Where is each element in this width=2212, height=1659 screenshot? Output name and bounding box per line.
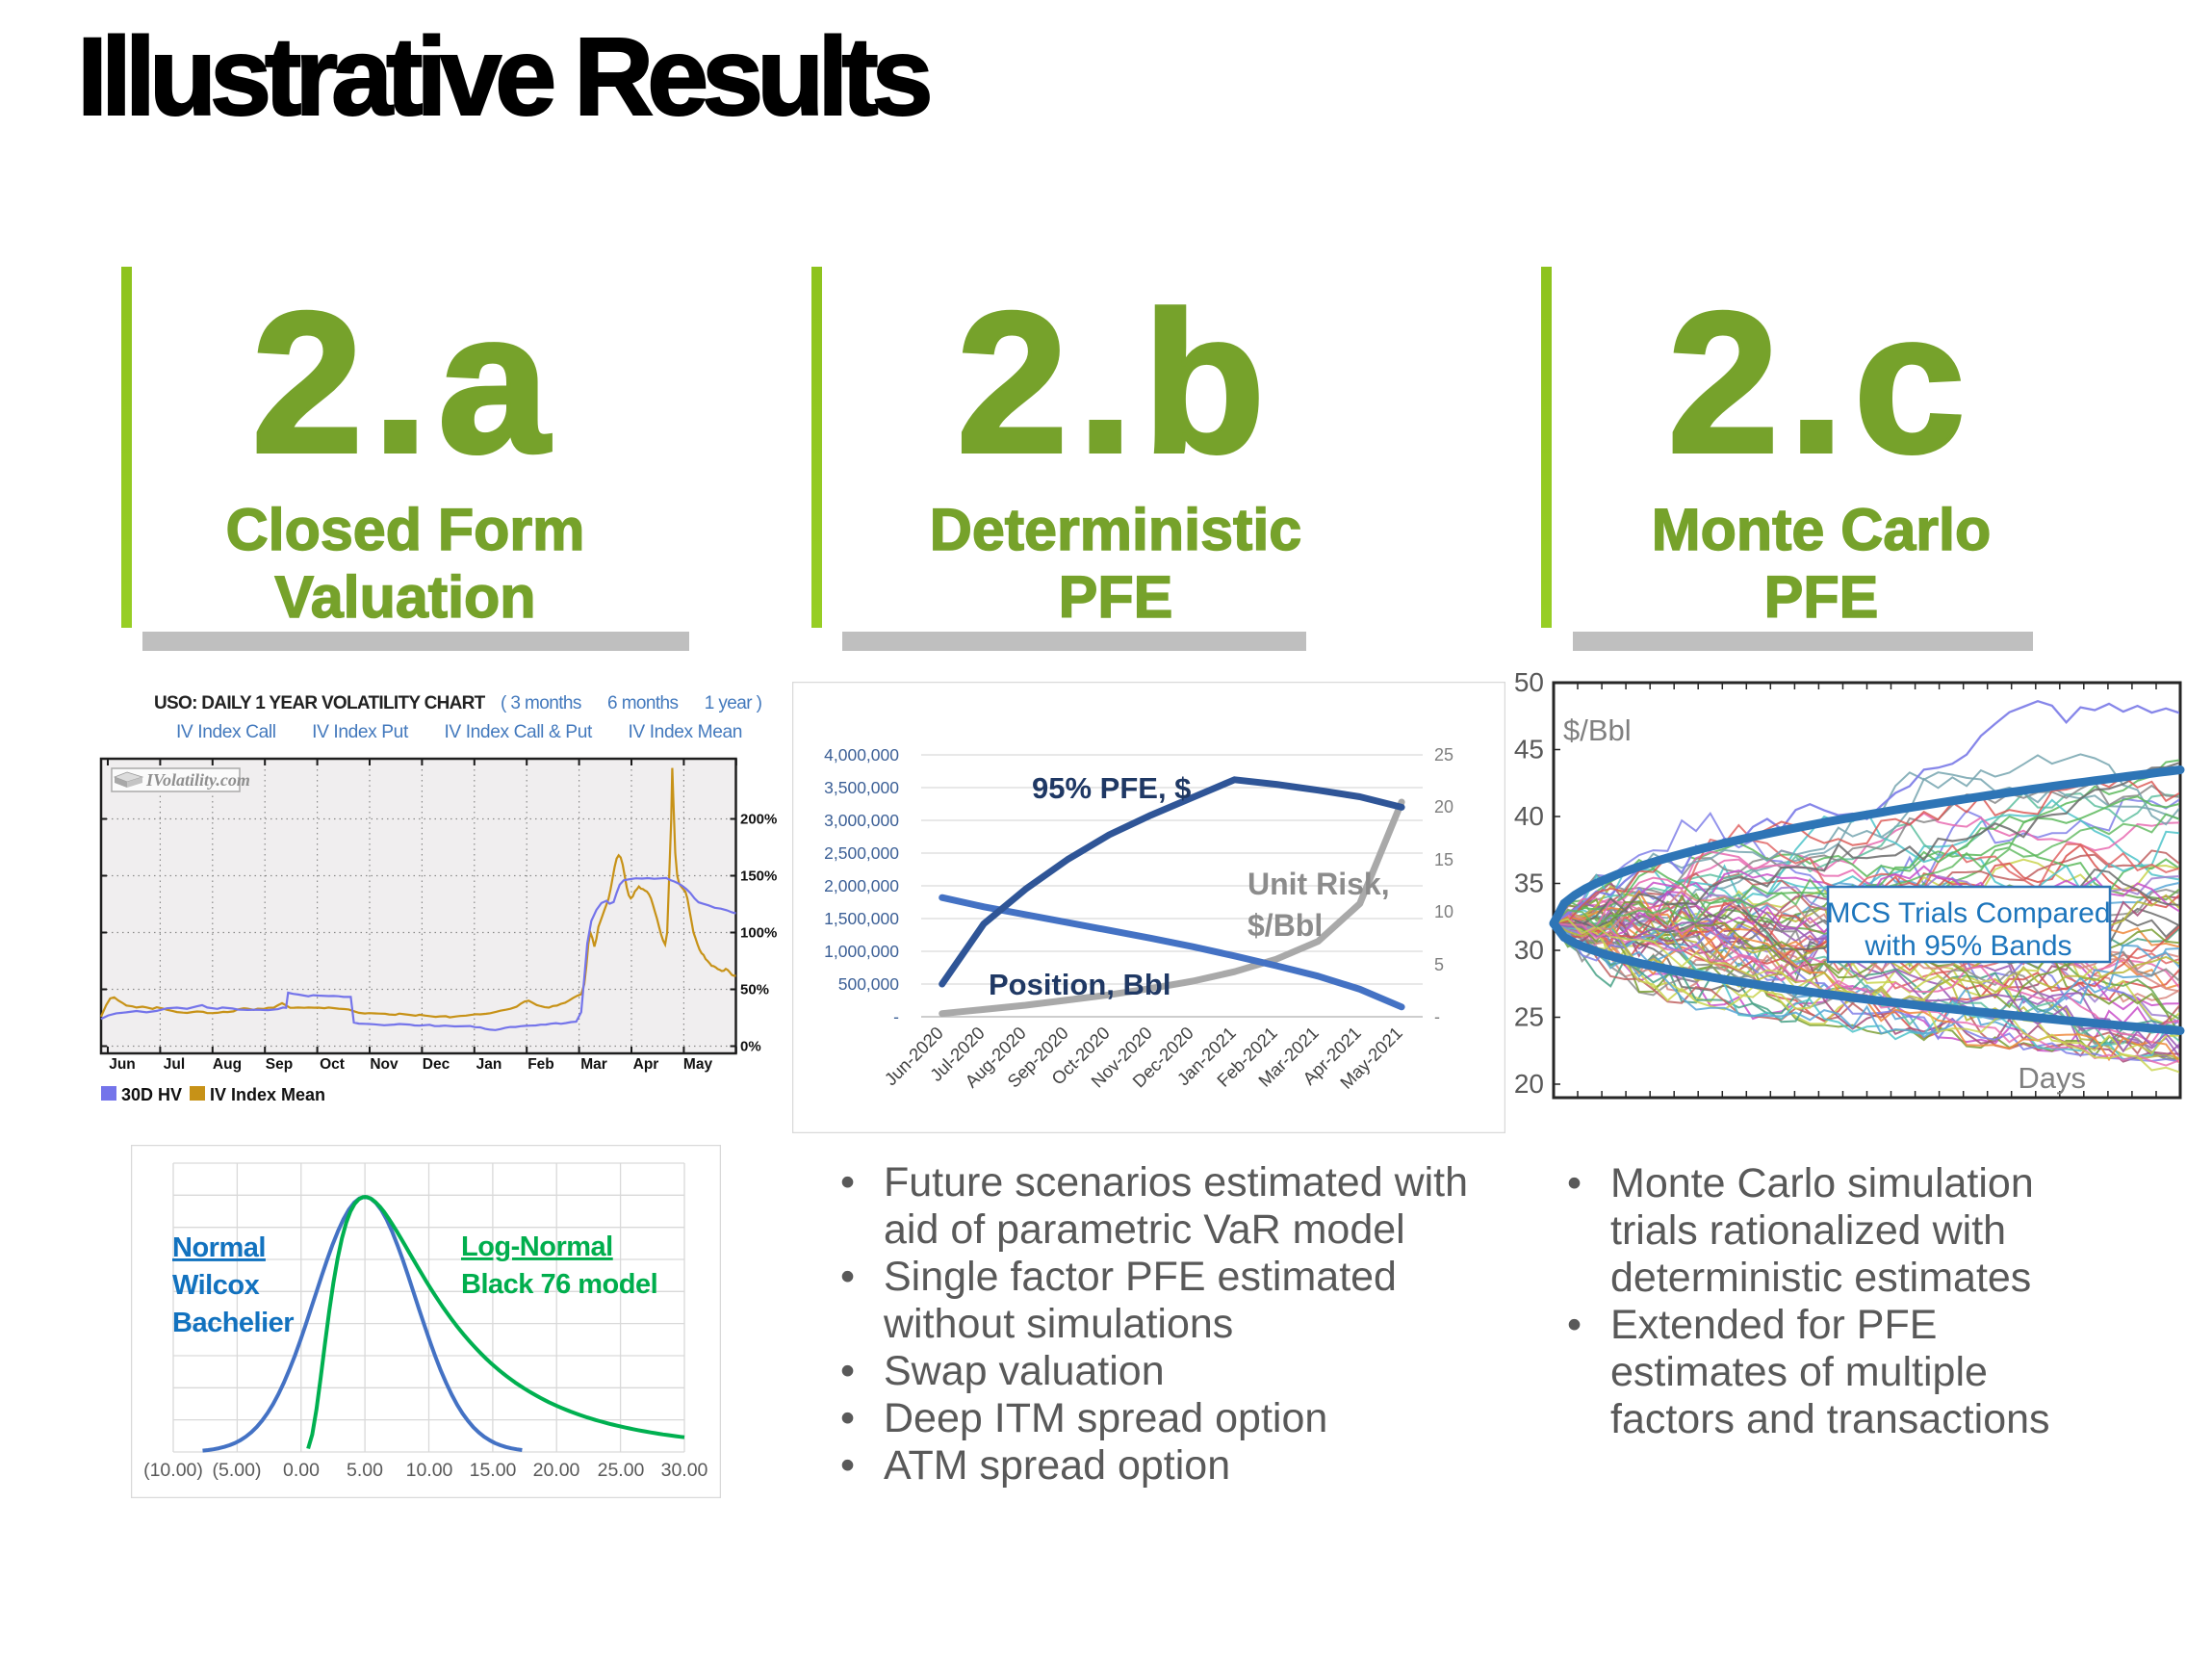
svg-text:20: 20 bbox=[1514, 1069, 1544, 1099]
svg-text:0%: 0% bbox=[740, 1039, 761, 1055]
svg-text:Bachelier: Bachelier bbox=[172, 1308, 294, 1338]
svg-text:Apr: Apr bbox=[633, 1056, 659, 1073]
svg-text:Oct: Oct bbox=[320, 1056, 345, 1073]
svg-text:IV Index Mean: IV Index Mean bbox=[210, 1085, 325, 1104]
svg-text:Wilcox: Wilcox bbox=[172, 1270, 260, 1301]
svg-text:Feb: Feb bbox=[527, 1056, 554, 1073]
svg-text:2,500,000: 2,500,000 bbox=[824, 843, 899, 863]
svg-text:Jan: Jan bbox=[476, 1056, 502, 1073]
svg-text:200%: 200% bbox=[740, 812, 777, 828]
svg-text:Days: Days bbox=[2018, 1061, 2086, 1095]
svg-text:2,000,000: 2,000,000 bbox=[824, 876, 899, 895]
svg-text:$/Bbl: $/Bbl bbox=[1563, 713, 1632, 747]
svg-text:(10.00): (10.00) bbox=[143, 1460, 203, 1481]
svg-text:Black 76 model: Black 76 model bbox=[461, 1269, 657, 1300]
svg-text:50%: 50% bbox=[740, 982, 769, 998]
svg-text:Jun: Jun bbox=[109, 1056, 136, 1073]
svg-text:IV Index Call IV Index Put I: IV Index Call IV Index Put IV Index Call… bbox=[176, 722, 742, 742]
svg-text:40: 40 bbox=[1514, 801, 1544, 831]
svg-text:Mar: Mar bbox=[580, 1056, 607, 1073]
svg-text:Unit Risk,: Unit Risk, bbox=[1247, 867, 1390, 901]
svg-text:3,500,000: 3,500,000 bbox=[824, 778, 899, 797]
svg-text:5: 5 bbox=[1434, 955, 1444, 974]
svg-text:25: 25 bbox=[1434, 745, 1453, 765]
svg-text:150%: 150% bbox=[740, 868, 777, 885]
svg-text:( 3 months 6 months 1 year ): ( 3 months 6 months 1 year ) bbox=[501, 693, 762, 713]
svg-text:Log-Normal: Log-Normal bbox=[461, 1231, 613, 1262]
svg-text:May: May bbox=[683, 1056, 713, 1073]
svg-text:MCS Trials Compared: MCS Trials Compared bbox=[1826, 897, 2110, 929]
svg-text:5.00: 5.00 bbox=[347, 1460, 383, 1481]
svg-text:15.00: 15.00 bbox=[470, 1460, 517, 1481]
svg-text:0.00: 0.00 bbox=[283, 1460, 320, 1481]
svg-text:$/Bbl: $/Bbl bbox=[1247, 908, 1323, 943]
svg-text:1,500,000: 1,500,000 bbox=[824, 909, 899, 928]
svg-text:Jul: Jul bbox=[164, 1056, 185, 1073]
svg-text:with 95% Bands: with 95% Bands bbox=[1864, 930, 2071, 962]
svg-text:50: 50 bbox=[1514, 667, 1544, 697]
svg-text:Normal: Normal bbox=[172, 1232, 266, 1263]
svg-text:Nov: Nov bbox=[370, 1056, 399, 1073]
svg-text:4,000,000: 4,000,000 bbox=[824, 745, 899, 765]
svg-text:500,000: 500,000 bbox=[838, 974, 900, 994]
svg-text:3,000,000: 3,000,000 bbox=[824, 811, 899, 830]
svg-text:IVolatility.com: IVolatility.com bbox=[145, 770, 250, 790]
svg-text:Position, Bbl: Position, Bbl bbox=[989, 968, 1170, 1001]
svg-text:15: 15 bbox=[1434, 850, 1453, 869]
svg-text:Sep: Sep bbox=[266, 1056, 293, 1073]
svg-text:Aug: Aug bbox=[213, 1056, 242, 1073]
svg-text:USO: DAILY 1 YEAR VOLATILITY C: USO: DAILY 1 YEAR VOLATILITY CHART bbox=[154, 693, 486, 713]
svg-text:35: 35 bbox=[1514, 868, 1544, 898]
svg-text:30: 30 bbox=[1514, 935, 1544, 965]
svg-text:100%: 100% bbox=[740, 925, 777, 942]
svg-text:-: - bbox=[1434, 1007, 1440, 1026]
svg-text:1,000,000: 1,000,000 bbox=[824, 942, 899, 961]
svg-text:Dec: Dec bbox=[423, 1056, 450, 1073]
svg-text:(5.00): (5.00) bbox=[213, 1460, 262, 1481]
svg-text:30.00: 30.00 bbox=[661, 1460, 708, 1481]
svg-text:20: 20 bbox=[1434, 797, 1453, 817]
svg-text:25.00: 25.00 bbox=[598, 1460, 645, 1481]
svg-text:95% PFE, $: 95% PFE, $ bbox=[1032, 771, 1191, 805]
svg-text:-: - bbox=[893, 1007, 899, 1026]
svg-text:20.00: 20.00 bbox=[533, 1460, 580, 1481]
svg-text:25: 25 bbox=[1514, 1002, 1544, 1032]
svg-text:45: 45 bbox=[1514, 735, 1544, 765]
svg-text:10.00: 10.00 bbox=[406, 1460, 453, 1481]
svg-text:10: 10 bbox=[1434, 902, 1453, 921]
svg-text:30D HV: 30D HV bbox=[121, 1085, 182, 1104]
